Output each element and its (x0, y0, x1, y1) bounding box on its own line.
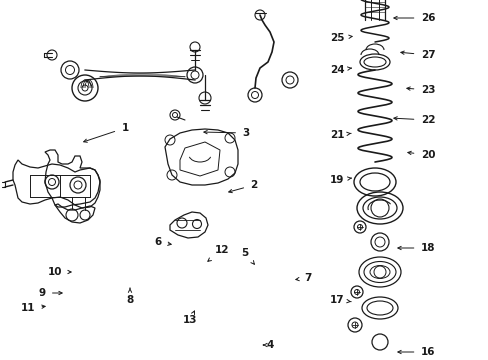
Text: 17: 17 (329, 295, 350, 305)
Text: 1: 1 (83, 123, 128, 142)
Text: 16: 16 (397, 347, 434, 357)
Text: 19: 19 (329, 175, 350, 185)
Text: 10: 10 (48, 267, 71, 277)
Text: 21: 21 (329, 130, 350, 140)
Text: 23: 23 (406, 85, 434, 95)
Text: 12: 12 (207, 245, 229, 261)
Text: 26: 26 (393, 13, 434, 23)
Text: 6: 6 (154, 237, 171, 247)
Text: 20: 20 (407, 150, 434, 160)
Text: 4: 4 (263, 340, 273, 350)
Text: 13: 13 (183, 311, 197, 325)
Text: 24: 24 (329, 65, 351, 75)
Text: 5: 5 (241, 248, 254, 264)
Text: 18: 18 (397, 243, 434, 253)
Text: 15: 15 (0, 359, 1, 360)
Text: 25: 25 (329, 33, 351, 43)
Text: 8: 8 (126, 288, 133, 305)
Text: 3: 3 (203, 128, 249, 138)
Text: 11: 11 (20, 303, 45, 313)
Text: 27: 27 (400, 50, 434, 60)
Text: 9: 9 (39, 288, 62, 298)
Text: 2: 2 (228, 180, 257, 193)
Text: 7: 7 (295, 273, 311, 283)
Text: 14: 14 (0, 359, 1, 360)
Text: 22: 22 (393, 115, 434, 125)
